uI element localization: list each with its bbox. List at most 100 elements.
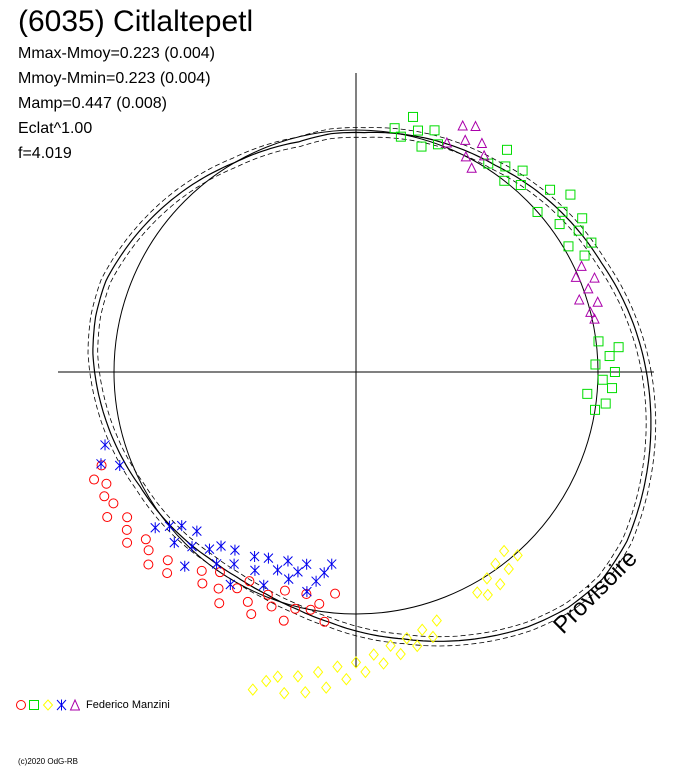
data-point-star — [216, 540, 226, 552]
legend-markers — [16, 698, 80, 711]
model-curve-group — [87, 127, 657, 647]
model-curve-lower-bound — [97, 136, 647, 638]
data-point-circle — [122, 537, 133, 548]
data-point-square — [586, 237, 597, 248]
data-point-circle — [314, 598, 325, 609]
data-point-diamond — [279, 686, 290, 700]
copyright: (c)2020 OdG-RB — [18, 757, 79, 766]
data-point-star — [164, 520, 175, 532]
data-point-diamond — [321, 681, 332, 694]
data-point-circle — [214, 598, 225, 609]
data-point-star — [263, 552, 274, 564]
data-point-triangle — [570, 271, 582, 282]
legend-circle-marker-icon — [16, 700, 26, 710]
data-point-star — [311, 575, 321, 587]
data-point-square — [604, 351, 615, 362]
data-point-circle — [162, 555, 173, 566]
data-point-star — [230, 544, 240, 556]
data-point-triangle — [476, 137, 488, 148]
legend-triangle-marker-icon — [69, 698, 80, 711]
data-point-square — [563, 241, 574, 252]
data-point-square — [517, 165, 528, 176]
data-point-star — [229, 558, 239, 570]
data-point-circle — [242, 596, 253, 607]
data-point-star — [204, 543, 215, 555]
stat-mamp: Mamp=0.447 (0.008) — [18, 95, 167, 112]
data-point-circle — [301, 589, 312, 600]
data-point-star — [272, 564, 283, 576]
data-point-square — [565, 189, 576, 200]
data-point-circle — [102, 512, 113, 523]
data-point-square — [573, 225, 584, 236]
data-point-star — [250, 564, 260, 576]
data-point-square — [554, 219, 565, 230]
data-point-star — [114, 460, 125, 472]
stat-frequency: f=4.019 — [18, 145, 72, 162]
stat-eclat: Eclat^1.00 — [18, 120, 93, 137]
data-point-circle — [143, 559, 154, 570]
asteroid-title: (6035) Citlaltepetl — [18, 5, 254, 38]
data-point-diamond — [292, 669, 304, 683]
data-point-circle — [196, 565, 207, 576]
data-point-star — [249, 550, 260, 562]
data-point-circle — [279, 585, 290, 596]
data-point-diamond — [481, 572, 493, 585]
data-point-square — [597, 374, 608, 385]
data-point-circle — [305, 604, 316, 615]
data-point-diamond — [341, 672, 352, 686]
data-point-circle — [162, 568, 173, 579]
data-point-diamond — [498, 544, 510, 558]
data-point-triangle — [589, 313, 600, 324]
data-point-star — [225, 578, 236, 590]
data-point-star — [302, 586, 312, 598]
data-point-star — [179, 560, 190, 572]
model-curve — [92, 131, 652, 642]
data-point-triangle — [459, 134, 471, 145]
data-point-diamond — [512, 549, 523, 562]
data-points-group — [89, 111, 624, 700]
star-series — [96, 439, 337, 598]
stat-mmax-mmoy: Mmax-Mmoy=0.223 (0.004) — [18, 45, 215, 62]
data-point-diamond — [272, 670, 283, 684]
data-point-square — [577, 213, 588, 224]
data-point-diamond — [360, 665, 371, 679]
data-point-star — [283, 555, 293, 567]
data-point-triangle — [585, 306, 596, 317]
data-point-triangle — [466, 162, 477, 173]
data-point-square — [557, 206, 568, 217]
data-point-diamond — [472, 586, 483, 599]
data-point-triangle — [457, 119, 468, 131]
data-point-square — [501, 144, 512, 155]
data-point-square — [408, 111, 419, 122]
data-point-diamond — [395, 647, 406, 661]
data-point-diamond — [427, 630, 439, 644]
data-point-circle — [246, 609, 257, 620]
legend-observer-label: Federico Manzini — [86, 699, 170, 711]
data-point-circle — [89, 474, 100, 485]
data-point-square — [593, 336, 604, 347]
data-point-circle — [143, 545, 154, 556]
data-point-square — [416, 141, 427, 152]
data-point-circle — [262, 589, 273, 600]
data-point-triangle — [441, 136, 453, 148]
data-point-square — [613, 342, 624, 353]
data-point-square — [609, 367, 620, 377]
data-point-square — [590, 359, 601, 370]
data-point-triangle — [589, 271, 600, 283]
data-point-diamond — [312, 665, 324, 679]
data-point-circle — [266, 601, 277, 612]
circle-series — [89, 460, 341, 627]
data-point-triangle — [470, 120, 481, 132]
data-point-square — [499, 175, 510, 186]
data-point-triangle — [460, 150, 472, 162]
data-point-star — [283, 573, 294, 585]
data-point-circle — [330, 588, 341, 599]
data-point-diamond — [482, 588, 493, 602]
data-point-square — [395, 131, 406, 142]
data-point-square — [515, 180, 526, 191]
data-point-circle — [108, 498, 119, 509]
data-point-star — [293, 566, 303, 578]
data-point-circle — [278, 615, 289, 626]
data-point-circle — [101, 478, 112, 489]
data-point-circle — [319, 616, 330, 627]
